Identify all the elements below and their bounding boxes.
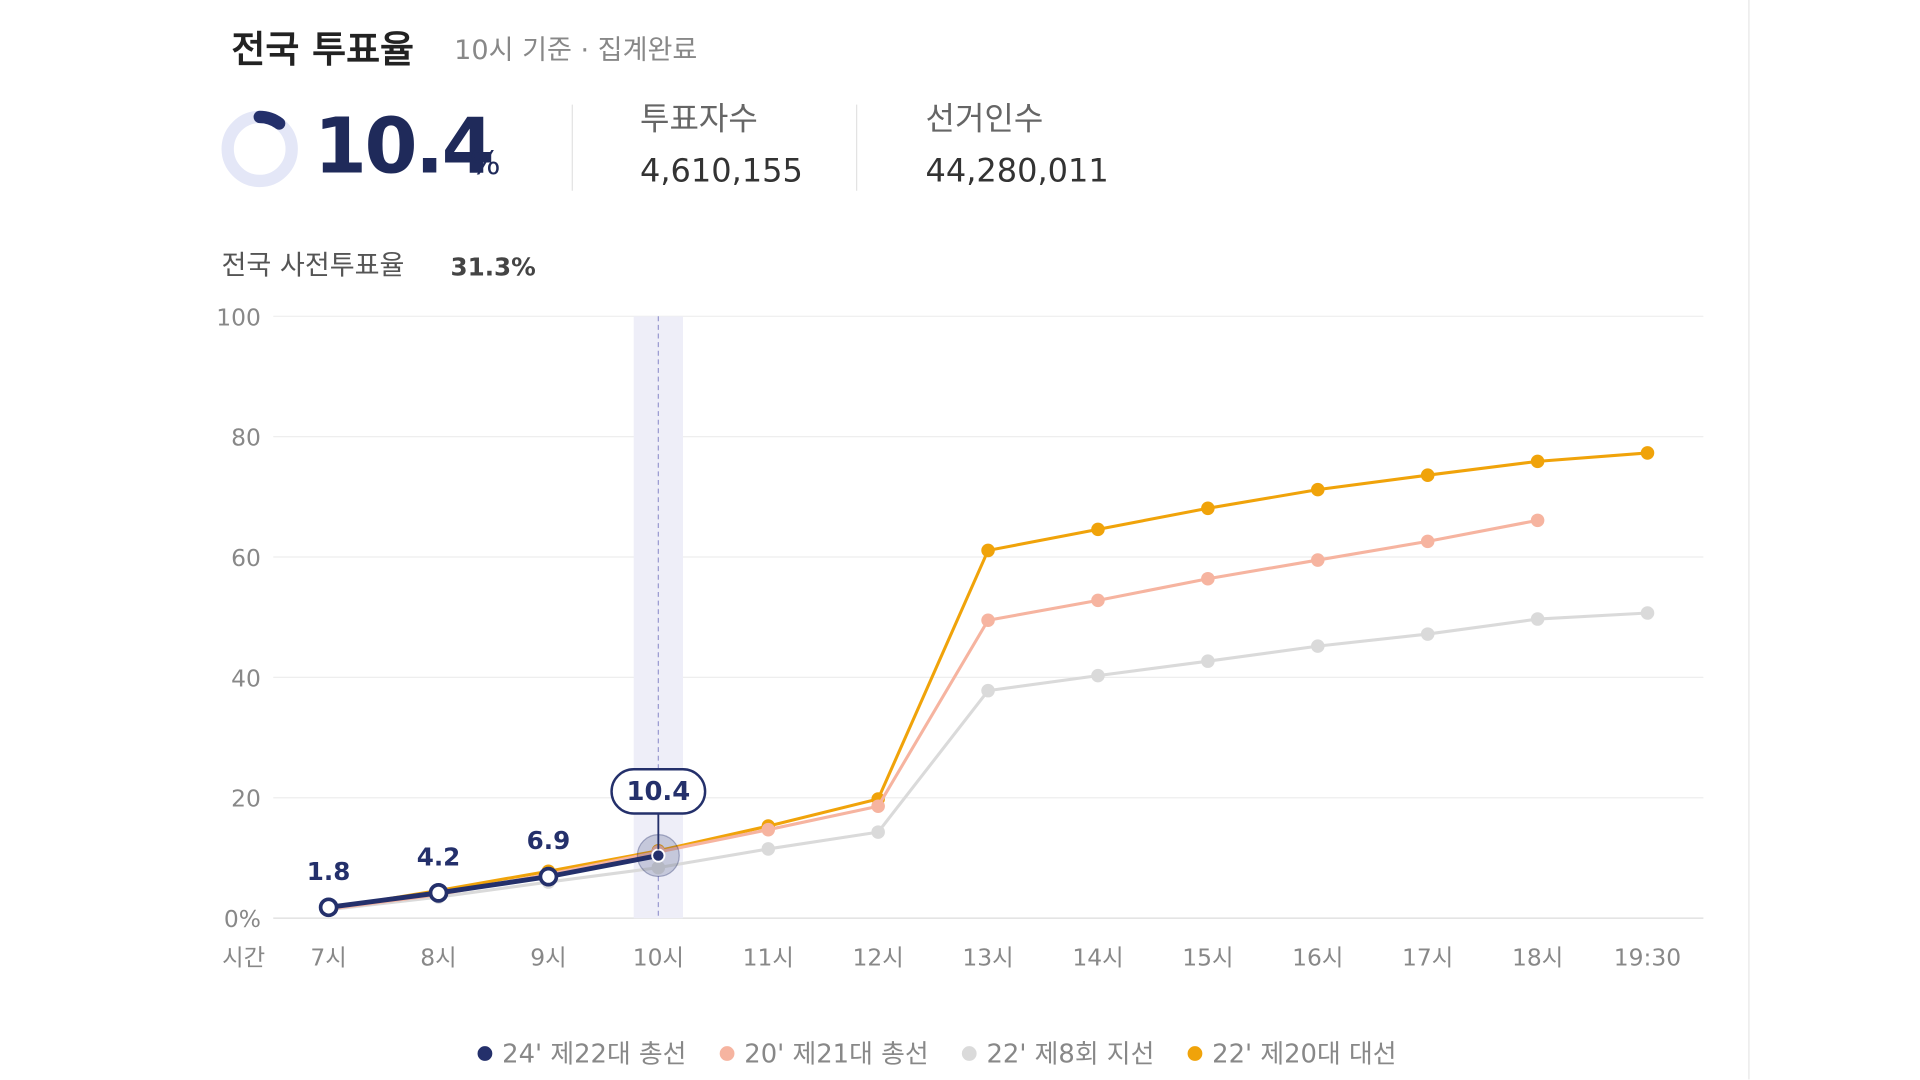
point (651, 848, 666, 863)
data-label: 6.9 (527, 826, 571, 855)
series-line (328, 518, 1538, 911)
point (1091, 522, 1105, 537)
y-tick-label: 20 (231, 785, 261, 813)
x-axis-label: 시간 (222, 943, 265, 971)
rate: 10.4 (314, 101, 492, 190)
point (981, 683, 995, 698)
point (1640, 606, 1655, 620)
stat-value: 44,280,011 (926, 151, 1109, 189)
x-tick-label: 15시 (1182, 943, 1233, 971)
legend-label: 20' 제21대 총선 (744, 1039, 928, 1069)
point (1201, 654, 1215, 668)
series-line (328, 611, 1648, 912)
x-tick-label: 18시 (1512, 943, 1563, 971)
donut-arc (221, 110, 298, 188)
y-tick-label: 60 (231, 544, 261, 572)
tooltip-label: 10.4 (626, 777, 690, 807)
y-tick-label: 40 (231, 664, 261, 692)
x-tick-label: 19:30 (1614, 943, 1681, 971)
point (761, 842, 776, 856)
legend-label: 24' 제22대 총선 (502, 1039, 686, 1069)
point (871, 799, 885, 813)
legend-label: 22' 제20대 대선 (1212, 1039, 1396, 1069)
x-tick-label: 7시 (310, 943, 346, 971)
rate-unit: % (470, 144, 500, 182)
stat-value: 4,610,155 (640, 151, 803, 189)
subtitle: 10시 기준 · 집계완료 (454, 35, 697, 66)
point (1091, 593, 1105, 608)
data-label: 4.2 (417, 842, 461, 871)
point (1201, 571, 1215, 586)
point (318, 897, 339, 918)
y-tick-label: 100 (216, 303, 261, 331)
early-vote-value: 31.3% (450, 252, 535, 281)
stat-label: 선거인수 (926, 100, 1044, 138)
x-tick-label: 9시 (530, 943, 566, 971)
legend-marker (961, 1046, 977, 1061)
point (1091, 668, 1105, 683)
legend-marker (719, 1046, 735, 1061)
point (981, 543, 995, 558)
series-line (328, 853, 659, 910)
y-tick-label: 80 (231, 424, 261, 452)
x-tick-label: 8시 (420, 943, 456, 971)
x-tick-label: 13시 (962, 943, 1013, 971)
x-tick-label: 12시 (853, 943, 904, 971)
point (871, 825, 885, 839)
x-tick-label: 14시 (1072, 943, 1123, 971)
y-tick-label: 0% (224, 905, 261, 933)
data-label: 1.8 (307, 857, 351, 886)
x-tick-label: 10시 (633, 943, 684, 971)
point (651, 860, 666, 875)
point (1420, 534, 1435, 549)
point (1640, 446, 1655, 460)
point (1201, 501, 1215, 516)
point (761, 822, 776, 837)
legend-label: 22' 제8회 지선 (986, 1039, 1154, 1069)
legend-marker (477, 1046, 493, 1061)
point (1311, 482, 1325, 497)
point (1311, 553, 1325, 567)
x-tick-label: 11시 (743, 943, 794, 971)
point (981, 613, 995, 628)
point (428, 883, 449, 903)
x-tick-label: 17시 (1402, 943, 1453, 971)
stat-label: 투표자수 (640, 100, 758, 138)
x-tick-label: 16시 (1292, 943, 1343, 971)
point (538, 866, 559, 887)
tooltip-box (610, 768, 707, 815)
point (1311, 639, 1325, 653)
point (1530, 454, 1545, 469)
point (1530, 612, 1545, 626)
title: 전국 투표율 (231, 28, 414, 71)
point (1420, 468, 1435, 482)
early-vote-label: 전국 사전투표율 (222, 251, 405, 282)
point (1420, 627, 1435, 641)
point (1530, 513, 1545, 528)
legend-marker (1187, 1046, 1203, 1061)
